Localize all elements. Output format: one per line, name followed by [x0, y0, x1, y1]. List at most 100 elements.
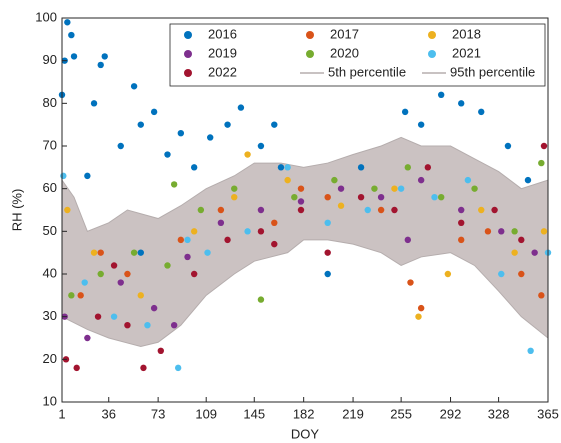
data-point — [357, 194, 365, 201]
data-point — [484, 228, 492, 235]
data-point — [357, 164, 365, 171]
x-tick-label: 182 — [293, 406, 315, 421]
data-point — [511, 249, 518, 256]
legend-label: 2017 — [330, 26, 359, 41]
percentile-band — [62, 137, 548, 347]
plot-frame — [61, 17, 549, 403]
x-tick-label: 365 — [537, 406, 559, 421]
y-tick-label: 30 — [43, 308, 57, 323]
legend-box — [169, 23, 546, 87]
data-point — [458, 219, 465, 226]
data-point — [244, 228, 251, 235]
y-tick-label: 70 — [43, 137, 57, 152]
data-point — [538, 159, 545, 167]
data-point — [271, 240, 278, 248]
data-point — [371, 185, 378, 192]
data-point — [70, 53, 78, 60]
data-point — [150, 108, 158, 116]
data-point — [190, 164, 198, 171]
data-point — [444, 270, 452, 278]
data-point — [257, 142, 265, 150]
data-point — [257, 296, 265, 303]
data-point — [257, 228, 265, 235]
data-point — [207, 134, 214, 141]
legend-marker — [184, 69, 192, 77]
y-axis-label: RH (%) — [9, 189, 24, 232]
data-point — [97, 61, 104, 69]
legend-marker — [428, 31, 436, 39]
data-point — [68, 31, 75, 39]
legend-marker — [306, 31, 314, 39]
data-point — [478, 206, 485, 214]
data-point — [68, 292, 75, 299]
data-point — [531, 249, 538, 256]
data-point — [401, 108, 409, 116]
data-point — [297, 185, 305, 192]
data-point — [140, 364, 147, 372]
data-point — [271, 121, 278, 128]
data-point — [518, 236, 525, 244]
y-tick-label: 80 — [43, 95, 57, 110]
data-point — [417, 121, 425, 128]
data-point — [177, 236, 185, 244]
data-point — [324, 219, 331, 226]
data-point — [137, 292, 144, 299]
legend-label: 2018 — [452, 26, 481, 41]
y-tick-label: 50 — [43, 223, 57, 238]
data-point — [110, 262, 118, 269]
data-point — [117, 142, 124, 150]
x-tick-label: 1 — [58, 406, 65, 421]
x-axis-label: DOY — [291, 426, 320, 441]
data-point — [97, 249, 104, 256]
data-point — [297, 206, 305, 214]
data-point — [337, 185, 345, 192]
data-point — [437, 194, 445, 201]
data-point — [491, 206, 498, 214]
data-point — [377, 206, 385, 214]
data-point — [404, 164, 412, 171]
data-point — [518, 270, 525, 278]
data-point — [174, 364, 182, 372]
data-point — [90, 249, 98, 256]
data-point — [237, 104, 245, 111]
data-point — [407, 279, 414, 286]
data-point — [124, 270, 131, 278]
data-point — [144, 322, 151, 329]
data-point — [84, 334, 91, 342]
data-point — [511, 228, 518, 235]
data-point — [224, 121, 231, 128]
data-point — [284, 164, 291, 171]
x-tick-label: 36 — [101, 406, 115, 421]
legend-label: 2020 — [330, 45, 359, 60]
data-point — [424, 164, 432, 171]
x-tick-label: 328 — [488, 406, 510, 421]
data-point — [244, 151, 251, 158]
data-point — [458, 206, 465, 214]
legend-marker — [428, 50, 436, 58]
data-point — [284, 176, 291, 184]
y-tick-label: 90 — [43, 52, 57, 67]
legend-label: 2019 — [208, 45, 237, 60]
y-tick-label: 20 — [43, 351, 57, 366]
y-tick-label: 10 — [43, 393, 57, 408]
data-point — [498, 270, 505, 278]
data-point — [291, 194, 298, 201]
data-point — [224, 236, 231, 244]
data-point — [60, 172, 67, 180]
data-point — [540, 228, 548, 235]
data-point — [271, 219, 278, 226]
data-point — [231, 194, 238, 201]
data-point — [164, 151, 171, 158]
data-point — [90, 100, 98, 107]
data-point — [437, 91, 445, 99]
data-point — [157, 347, 165, 354]
x-tick-label: 73 — [151, 406, 165, 421]
data-point — [124, 322, 131, 329]
data-point — [337, 202, 345, 209]
legend-label: 2016 — [208, 26, 237, 41]
data-point — [377, 194, 385, 201]
data-point — [391, 206, 398, 214]
data-point — [404, 236, 412, 244]
data-point — [391, 185, 398, 192]
